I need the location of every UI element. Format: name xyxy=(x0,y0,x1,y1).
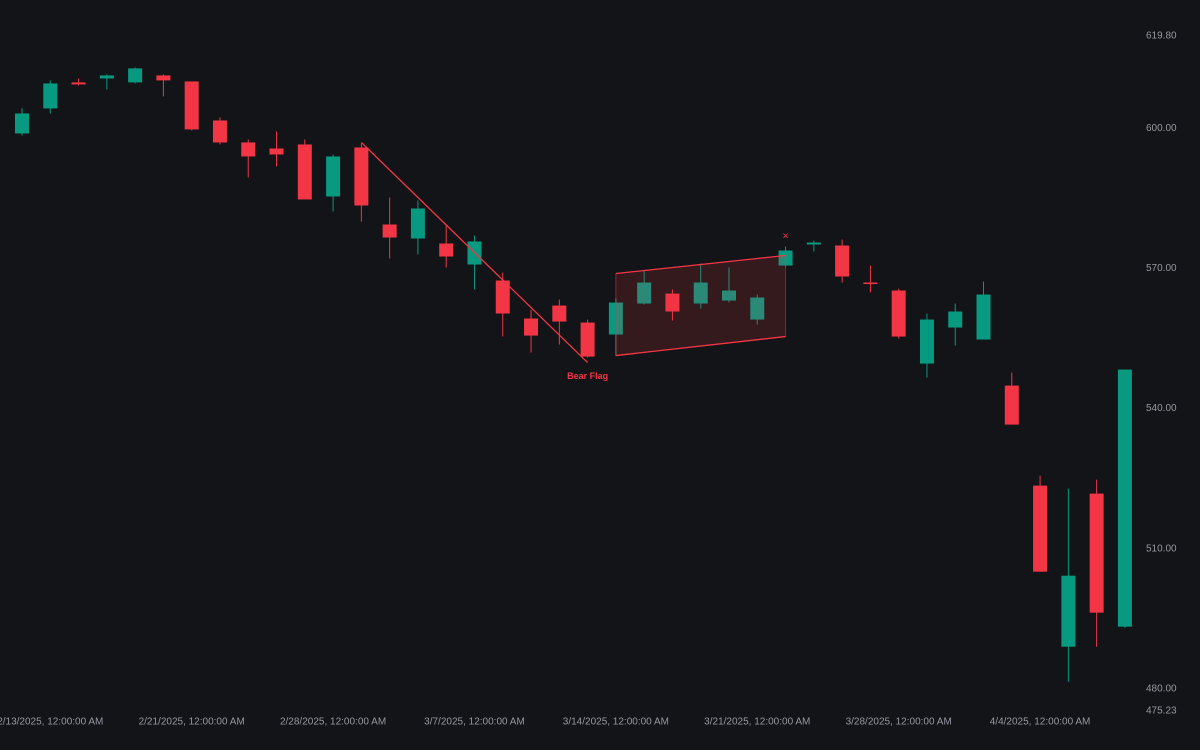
candle-body xyxy=(184,81,199,130)
x-tick-label: 3/28/2025, 12:00:00 AM xyxy=(846,717,952,728)
x-tick-label: 2/13/2025, 12:00:00 AM xyxy=(0,717,103,728)
candle-body xyxy=(722,290,736,301)
candle-body xyxy=(976,294,991,340)
flag-lower-line xyxy=(615,335,786,357)
candle-body xyxy=(1061,575,1076,647)
candle-body xyxy=(1033,485,1048,572)
candle-body xyxy=(637,282,652,304)
x-tick-label: 4/4/2025, 12:00:00 AM xyxy=(990,717,1091,728)
y-tick-label: 600.00 xyxy=(1146,123,1177,134)
flag-pole xyxy=(360,141,589,364)
candle-body xyxy=(693,282,708,304)
y-tick-label: 619.80 xyxy=(1146,31,1177,42)
candle-body xyxy=(297,144,312,200)
candle-body xyxy=(410,208,425,239)
y-tick-label: 480.00 xyxy=(1146,683,1177,694)
candle-body xyxy=(891,290,906,337)
candle-body xyxy=(15,113,29,134)
candle-body xyxy=(665,293,680,312)
pattern-label: Bear Flag xyxy=(567,371,608,381)
x-tick-label: 3/21/2025, 12:00:00 AM xyxy=(704,717,810,728)
candle-body xyxy=(71,82,86,85)
candle-body xyxy=(495,280,510,314)
candle-body xyxy=(1004,385,1019,425)
candle-body xyxy=(99,75,114,79)
x-tick-label: 3/14/2025, 12:00:00 AM xyxy=(563,717,669,728)
candle-body xyxy=(750,297,765,320)
candle-body xyxy=(1117,369,1132,627)
candle-body xyxy=(326,156,341,197)
candle-body xyxy=(1089,493,1104,613)
candle-body xyxy=(241,142,256,157)
candle-body xyxy=(212,120,227,143)
candle-body xyxy=(156,75,171,81)
candle-body xyxy=(863,282,878,285)
candle-body xyxy=(806,242,821,245)
candle-body xyxy=(919,319,934,364)
candle-body xyxy=(835,245,850,277)
x-tick-label: 2/28/2025, 12:00:00 AM xyxy=(280,717,386,728)
x-tick-label: 2/21/2025, 12:00:00 AM xyxy=(139,717,245,728)
candle-body xyxy=(439,243,454,257)
candle-body xyxy=(382,224,397,238)
candle-body xyxy=(43,83,58,109)
candle-body xyxy=(948,311,963,328)
y-tick-label: 570.00 xyxy=(1146,263,1177,274)
candle-body xyxy=(580,322,595,357)
pattern-marker: × xyxy=(782,230,788,242)
flag-upper-line xyxy=(615,254,786,275)
candle-body xyxy=(128,68,143,83)
y-tick-label: 510.00 xyxy=(1146,543,1177,554)
candle-body xyxy=(552,305,567,322)
y-tick-label: 540.00 xyxy=(1146,403,1177,414)
candle-body xyxy=(524,318,539,336)
y-tick-label: 475.23 xyxy=(1146,706,1177,717)
x-tick-label: 3/7/2025, 12:00:00 AM xyxy=(424,717,525,728)
candle-body xyxy=(354,147,369,206)
candle-body xyxy=(269,148,284,155)
